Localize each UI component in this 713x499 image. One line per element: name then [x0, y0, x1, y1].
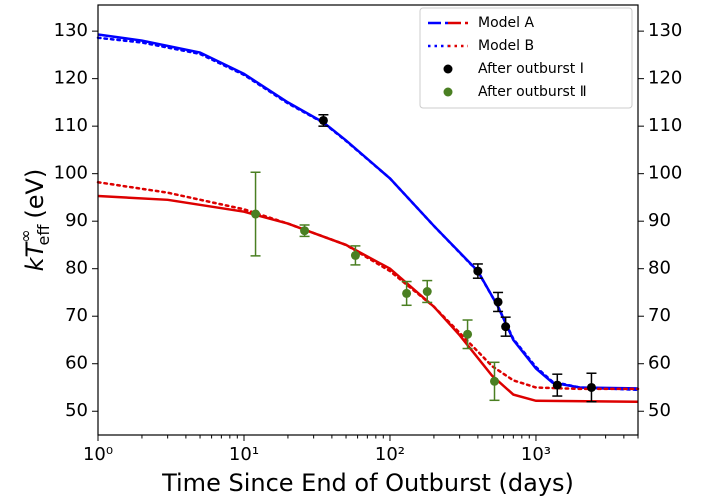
- data-point: [463, 329, 473, 339]
- data-point: [300, 226, 310, 236]
- legend-swatch: [443, 87, 453, 97]
- y2-tick-label: 110: [648, 115, 682, 136]
- y-tick-label: 80: [65, 258, 88, 279]
- data-point: [350, 250, 360, 260]
- y-label-unit: (eV): [21, 169, 49, 219]
- y2-tick-label: 130: [648, 20, 682, 41]
- data-point: [318, 115, 328, 125]
- data-point: [493, 297, 503, 307]
- y-label-sub: eff: [34, 224, 53, 246]
- y-tick-label: 100: [54, 163, 88, 184]
- data-point: [586, 382, 596, 392]
- y-tick-label: 110: [54, 115, 88, 136]
- y-tick-label: 120: [54, 68, 88, 89]
- y2-tick-label: 120: [648, 68, 682, 89]
- plot-frame: [97, 4, 639, 436]
- y2-tick-label: 90: [648, 210, 671, 231]
- y-tick-label: 50: [65, 400, 88, 421]
- x-tick-label: 10⁰: [83, 444, 113, 465]
- data-point: [552, 380, 562, 390]
- y-tick-label: 70: [65, 305, 88, 326]
- x-tick-label: 10¹: [229, 444, 259, 465]
- x-tick-label: 10²: [375, 444, 405, 465]
- data-point: [501, 322, 511, 332]
- legend-label: Model B: [478, 38, 534, 54]
- y-label-sup: ∞: [16, 229, 35, 242]
- x-tick-label: 10³: [521, 444, 551, 465]
- y2-tick-label: 80: [648, 258, 671, 279]
- model-curve: [96, 36, 640, 392]
- y-label-main: kT: [21, 240, 49, 271]
- data-point: [402, 288, 412, 298]
- y2-tick-label: 50: [648, 400, 671, 421]
- y-tick-label: 60: [65, 353, 88, 374]
- data-point: [473, 266, 483, 276]
- data-point: [422, 287, 432, 297]
- x-axis-label: Time Since End of Outburst (days): [161, 469, 574, 497]
- legend-label: After outburst Ⅰ: [478, 61, 584, 77]
- y-tick-label: 90: [65, 210, 88, 231]
- legend-swatch: [443, 64, 453, 74]
- y-tick-label: 130: [54, 20, 88, 41]
- y2-tick-label: 60: [648, 353, 671, 374]
- model-curve: [97, 194, 639, 403]
- legend-label: After outburst Ⅱ: [478, 84, 587, 100]
- y2-tick-label: 70: [648, 305, 671, 326]
- legend-label: Model A: [478, 15, 534, 31]
- model-curve: [96, 180, 640, 391]
- legend-box: [419, 7, 633, 109]
- data-point: [490, 376, 500, 386]
- y2-tick-label: 100: [648, 163, 682, 184]
- data-point: [251, 209, 261, 219]
- y-axis-label: kT∞eff (eV): [16, 169, 53, 272]
